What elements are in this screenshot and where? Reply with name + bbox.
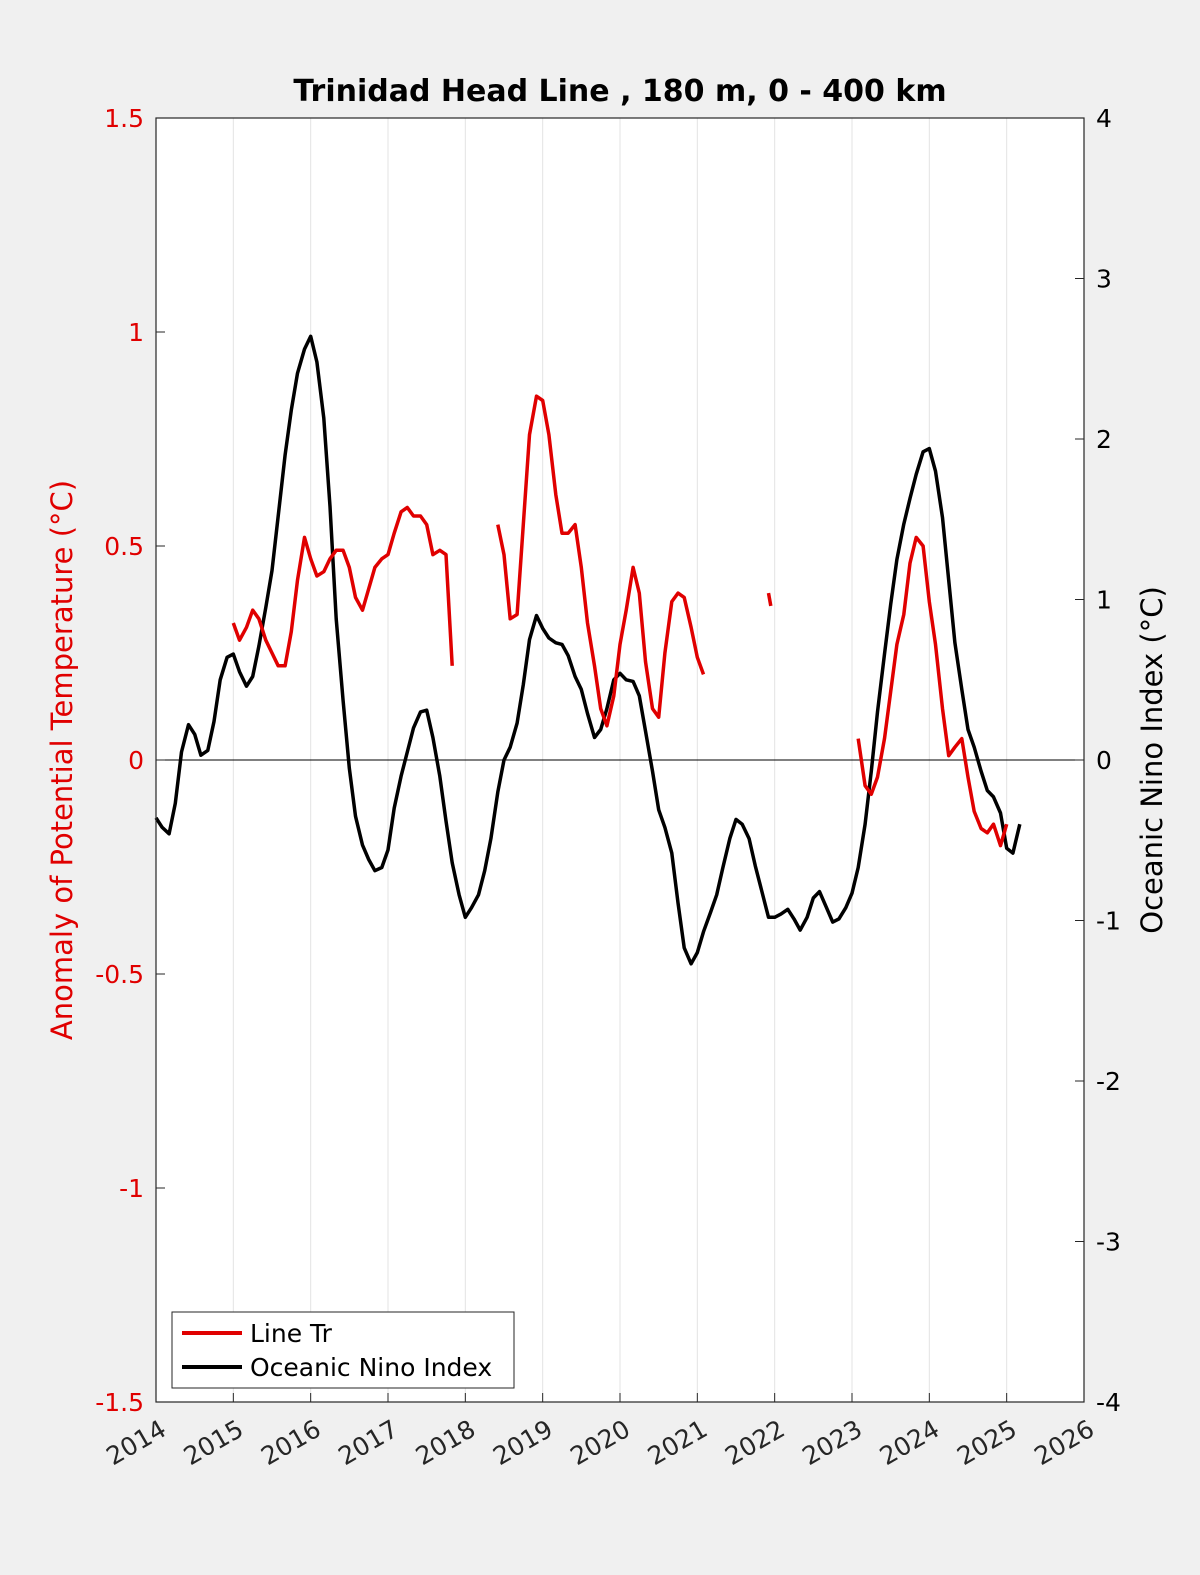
y-left-tick-label-2: 0.5 [104,532,144,561]
series-line-tr-segment-0 [231,505,454,668]
series-line-tr-segment-1 [496,394,706,728]
y-right-tick-label-2: 2 [1096,425,1112,454]
x-tick-label-2026: 2026 [1029,1414,1099,1471]
x-tick-label-2021: 2021 [643,1414,713,1471]
x-tick-label-2024: 2024 [875,1414,945,1471]
x-tick-label-2014: 2014 [101,1414,171,1471]
y-right-tick-label-5: -1 [1096,907,1121,936]
x-tick-label-2015: 2015 [179,1414,249,1471]
x-tick-label-2023: 2023 [797,1414,867,1471]
y-left-tick-label-5: -1 [119,1174,144,1203]
x-tick-label-2016: 2016 [256,1414,326,1471]
y-axis-label-right: Oceanic Nino Index (°C) [1135,586,1169,934]
y-right-tick-label-6: -2 [1096,1067,1121,1096]
legend-label-line-tr: Line Tr [250,1319,333,1348]
series-line-tr-segment-2 [766,592,773,607]
y-left-tick-label-1: 1 [128,318,144,347]
x-tick-label-2020: 2020 [565,1414,635,1471]
x-tick-label-2018: 2018 [411,1414,481,1471]
series-group [154,334,1022,966]
y-right-tick-label-4: 0 [1096,746,1112,775]
y-right-tick-label-8: -4 [1096,1388,1121,1417]
y-left-tick-label-3: 0 [128,746,144,775]
y-right-tick-label-0: 4 [1096,104,1112,133]
x-tick-label-2019: 2019 [488,1414,558,1471]
series-oni-segment-0 [154,334,1022,966]
grid [155,118,1085,1402]
legend: Line Tr Oceanic Nino Index [171,1311,515,1389]
x-tick-label-2022: 2022 [720,1414,790,1471]
series-line-tr-segment-3 [856,535,1009,848]
x-tick-label-2017: 2017 [333,1414,403,1471]
y-left-tick-label-0: 1.5 [104,104,144,133]
y-left-tick-label-4: -0.5 [95,960,144,989]
y-left-tick-label-6: -1.5 [95,1388,144,1417]
x-tick-label-2025: 2025 [952,1414,1022,1471]
y-right-tick-label-3: 1 [1096,586,1112,615]
legend-box [171,1311,515,1389]
y-right-tick-label-7: -3 [1096,1228,1121,1257]
y-right-tick-label-1: 3 [1096,265,1112,294]
legend-label-oni: Oceanic Nino Index [250,1353,492,1382]
chart-title: Trinidad Head Line , 180 m, 0 - 400 km [293,74,946,109]
y-axis-label-left: Anomaly of Potential Temperature (°C) [45,480,79,1040]
